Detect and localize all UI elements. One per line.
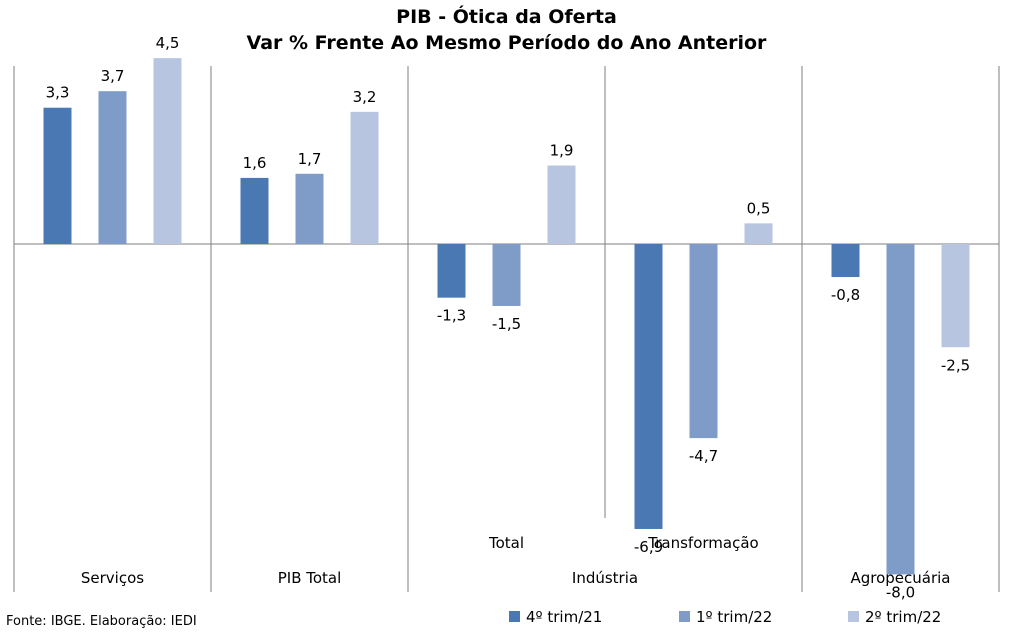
legend-label: 4º trim/21	[526, 608, 602, 626]
legend-swatch	[509, 611, 520, 622]
legend-swatch	[679, 611, 690, 622]
bar	[295, 173, 324, 244]
data-label: -4,7	[689, 447, 718, 465]
data-label: -8,0	[886, 583, 915, 601]
bar	[437, 244, 466, 298]
bar	[831, 244, 860, 278]
data-label: 1,7	[298, 150, 322, 168]
legend-swatch	[848, 611, 859, 622]
bar	[350, 111, 379, 244]
legend-label: 1º trim/22	[696, 608, 772, 626]
chart-title-line: PIB - Ótica da Oferta	[396, 6, 617, 28]
bar	[941, 244, 970, 348]
data-label: -0,8	[831, 286, 860, 304]
bar	[634, 244, 663, 529]
data-label: -2,5	[941, 356, 970, 374]
bar	[689, 244, 718, 439]
bar	[98, 91, 127, 244]
chart-subtitle-line: Var % Frente Ao Mesmo Período do Ano Ant…	[246, 32, 767, 54]
data-label: 4,5	[156, 34, 180, 52]
data-label: 3,7	[101, 67, 125, 85]
chart-bars	[43, 58, 970, 575]
chart-data-labels: 3,3 1,6 -1,3 -6,9 -0,8 3,7 1,7 -1,5 -4,7 -8,0 4,5 3…	[46, 34, 971, 601]
group-label: Indústria	[572, 569, 638, 587]
bar	[547, 165, 576, 244]
group-label: Serviços	[81, 569, 144, 587]
bar	[240, 177, 269, 244]
chart-title: PIB - Ótica da Oferta Var % Frente Ao Me…	[0, 4, 1013, 56]
bar	[43, 107, 72, 245]
bar	[492, 244, 521, 306]
group-label: Agropecuária	[850, 569, 950, 587]
subcategory-label: Transformação	[647, 534, 758, 552]
group-label: PIB Total	[278, 569, 342, 587]
data-label: -1,3	[437, 307, 466, 325]
source-note: Fonte: IBGE. Elaboração: IEDI	[6, 614, 197, 629]
legend-label: 2º trim/22	[865, 608, 941, 626]
bar	[744, 223, 773, 244]
subcategory-label: Total	[488, 534, 524, 552]
chart-category-labels: Total Transformação Serviços PIB Total Indús…	[81, 534, 951, 587]
data-label: 1,9	[550, 142, 574, 160]
data-label: 3,2	[353, 88, 377, 106]
data-label: -6,9	[634, 538, 663, 556]
data-label: 3,3	[46, 84, 70, 102]
data-label: -1,5	[492, 315, 521, 333]
bar	[886, 244, 915, 575]
chart-legend: 4º trim/21 1º trim/22 2º trim/22	[509, 608, 941, 626]
bar	[153, 58, 182, 245]
data-label: 1,6	[243, 154, 267, 172]
data-label: 0,5	[747, 199, 771, 217]
